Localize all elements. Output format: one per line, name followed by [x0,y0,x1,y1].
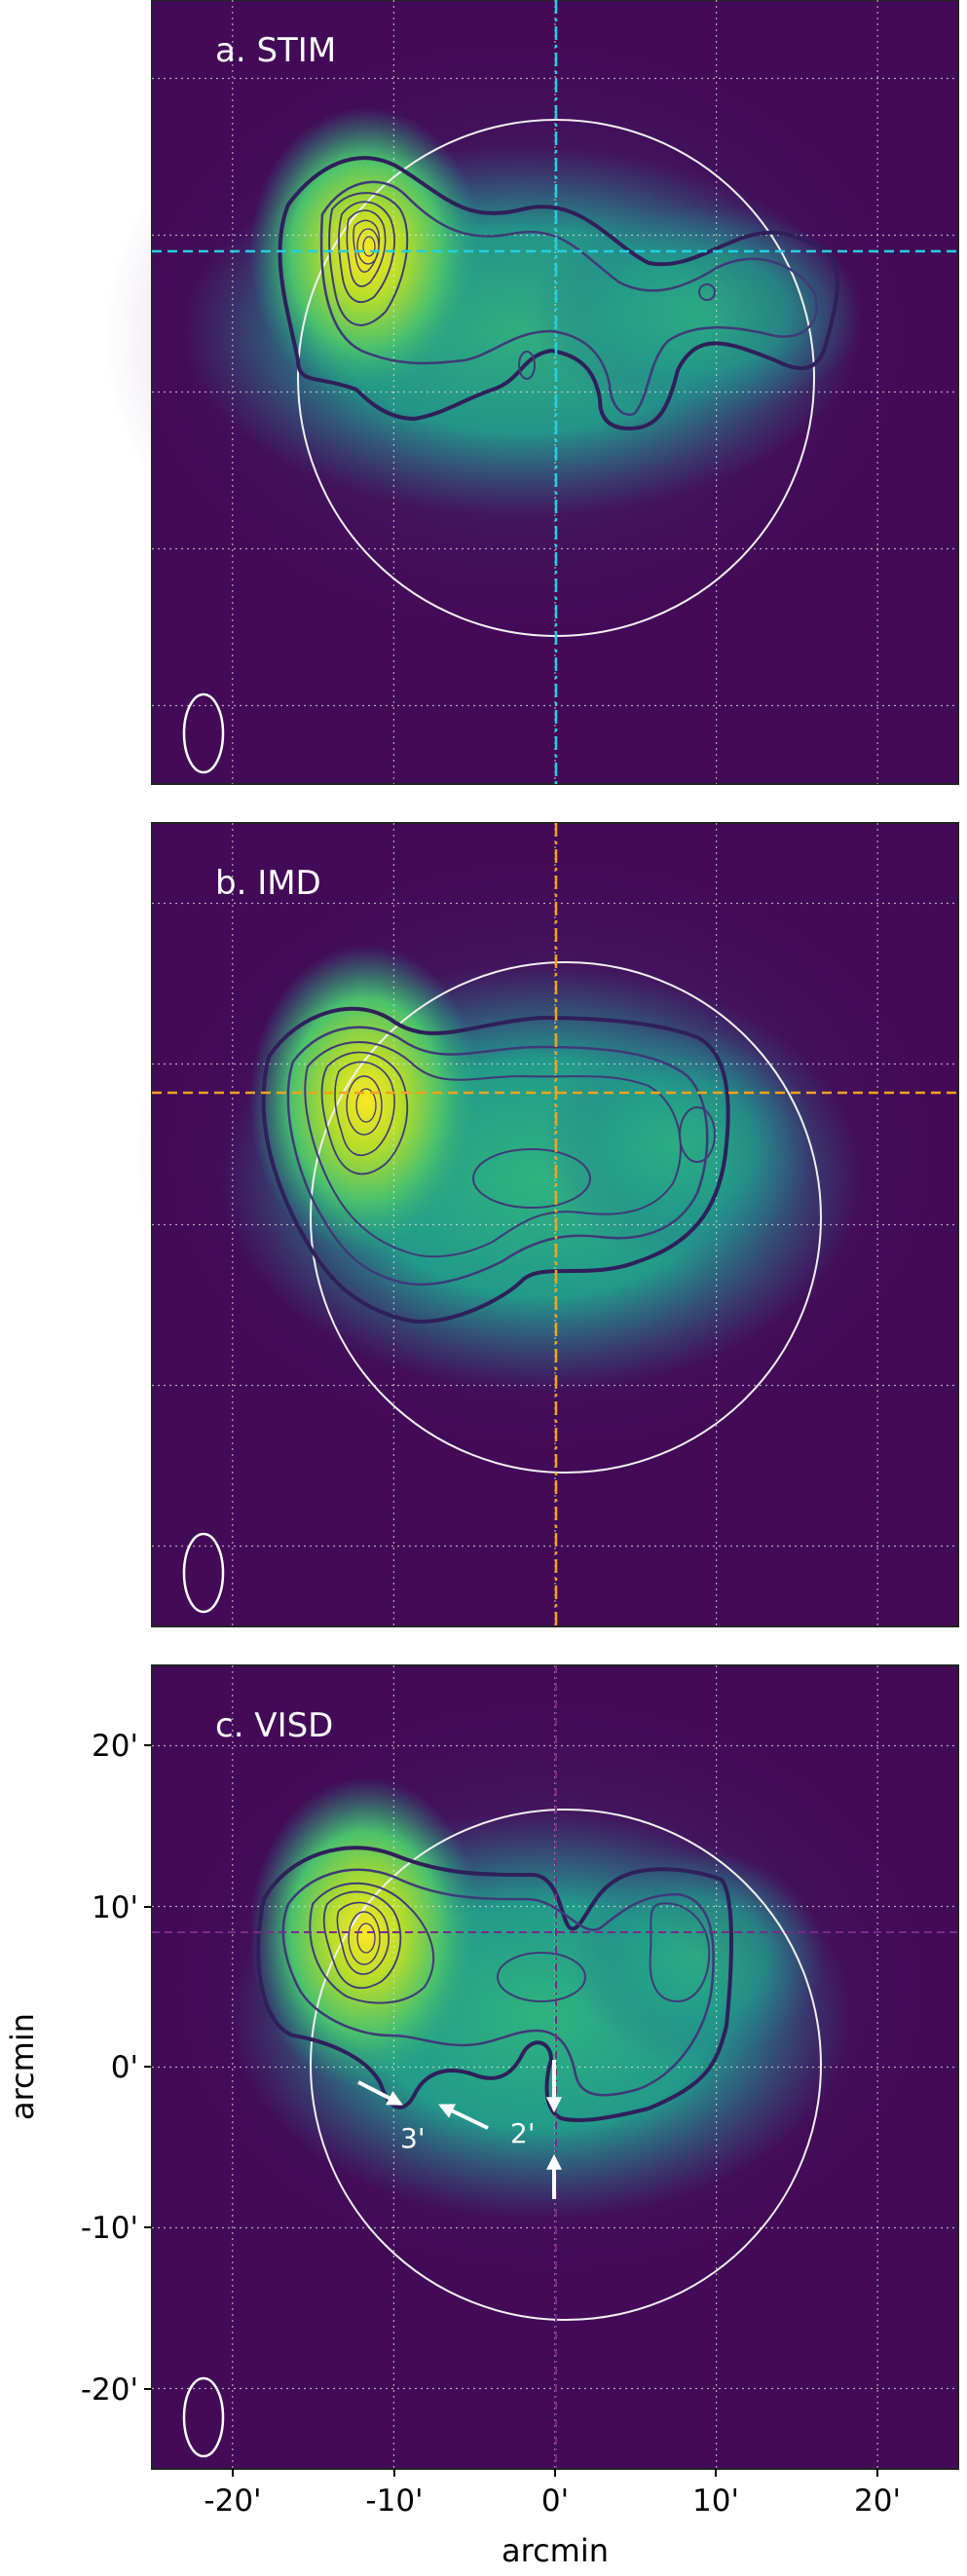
contour-2 [281,1868,715,2097]
y-tick: 20' [92,1729,152,1764]
arrows [357,2060,562,2199]
contour-4 [338,201,395,303]
x-tick: 10' [692,2469,739,2519]
y-tick: 10' [92,1890,152,1925]
y-tick: 0' [111,2050,152,2085]
x-tick: -10' [365,2469,424,2519]
contour-7 [356,1923,376,1954]
panel-label: c. VISD [215,1706,333,1745]
contour-3 [304,1041,682,1258]
svg-text:20': 20' [854,2483,901,2519]
y-axis-label: arcmin [4,2013,41,2120]
svg-text:10': 10' [92,1890,138,1925]
arrow-label-left: 3' [400,2122,426,2154]
contour-9 [472,1148,591,1209]
x-tick: -20' [204,2469,262,2519]
arrow-left-2 [438,2104,489,2130]
beam-ellipse [182,2376,225,2458]
contour-9 [497,1952,586,2002]
svg-text:-10': -10' [365,2483,423,2519]
grid-lines [152,0,958,784]
intensity-map [142,1675,960,2298]
y-tick: -10' [81,2211,152,2246]
contour-8 [362,236,376,257]
contours [261,1006,730,1324]
panel-visd: 3' 2' c. VISD 20' 10' 0' -10' -20' -20' … [81,1664,960,2519]
svg-text:-10': -10' [81,2211,138,2246]
contour-8 [679,1106,716,1163]
contour-2 [319,180,818,416]
contour-4 [320,1051,409,1176]
contours [278,156,839,431]
svg-text:-20': -20' [204,2483,261,2519]
contour-4 [322,1890,402,1990]
svg-text:0': 0' [111,2050,138,2085]
contour-7 [355,1088,377,1123]
svg-text:-20': -20' [81,2372,138,2408]
beam-circle [310,961,822,1474]
contour-outer [278,156,839,431]
panel-label: a. STIM [215,31,336,70]
contour-5 [336,1901,390,1975]
svg-text:10': 10' [692,2483,739,2519]
crosshair [152,1665,958,2469]
x-tick: 0' [541,2469,569,2519]
arrow-label-right: 2' [510,2117,536,2149]
contour-8 [649,1902,711,2003]
contour-10 [698,283,716,301]
contour-6 [348,1911,381,1965]
contour-5 [334,1061,395,1156]
x-axis-label: arcmin [502,2532,609,2569]
contour-7 [356,228,380,265]
crosshair [152,0,958,784]
intensity-map [132,833,967,1475]
y-axis: 20' 10' 0' -10' -20' [81,1729,152,2408]
contour-outer [261,1006,730,1324]
svg-text:20': 20' [92,1729,138,1764]
y-tick: -20' [81,2372,152,2408]
contour-3 [309,1882,434,2004]
x-axis: -20' -10' 0' 10' 20' [204,2469,901,2519]
contour-9 [518,351,536,380]
contour-3 [328,192,409,326]
arrow-left-1 [357,2080,403,2106]
beam-ellipse [182,692,225,774]
beam-ellipse [182,1532,225,1614]
panel-stim: a. STIM [103,0,959,785]
contour-6 [353,219,381,273]
panel-label: b. IMD [215,864,321,903]
contour-6 [346,1075,383,1136]
x-tick: 20' [854,2469,901,2519]
panel-imd: b. IMD [132,822,967,1627]
beam-circle [310,1809,822,2321]
contour-2 [286,1026,709,1287]
svg-text:0': 0' [541,2483,569,2519]
crosshair [152,823,958,1626]
